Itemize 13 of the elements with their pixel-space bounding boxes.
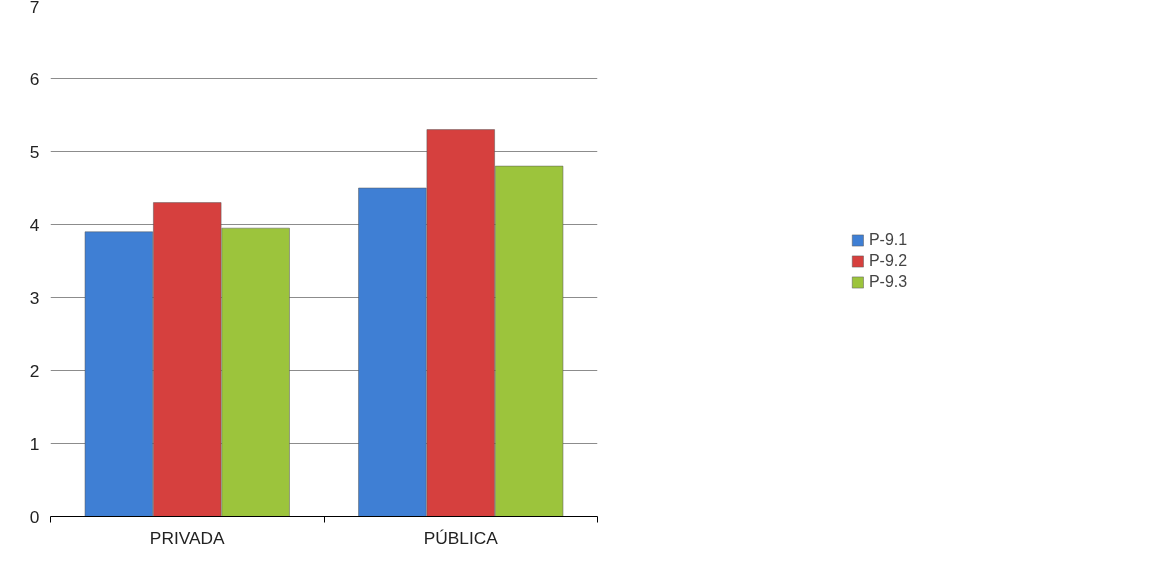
- x-tick-label: PÚBLICA: [423, 527, 499, 548]
- x-tick-label: PRIVADA: [149, 527, 226, 548]
- y-tick-label: 2: [29, 360, 40, 381]
- y-tick-label: 7: [29, 0, 40, 17]
- legend-label: P-9.2: [868, 251, 908, 270]
- y-tick-label: 6: [29, 68, 40, 89]
- y-tick-label: 1: [29, 433, 40, 454]
- y-tick-label: 0: [29, 506, 40, 527]
- legend-label: P-9.1: [868, 230, 908, 249]
- y-tick-label: 4: [29, 214, 40, 235]
- legend-label: P-9.3: [868, 272, 908, 291]
- y-tick-label: 3: [29, 287, 40, 308]
- y-tick-label: 5: [29, 141, 40, 162]
